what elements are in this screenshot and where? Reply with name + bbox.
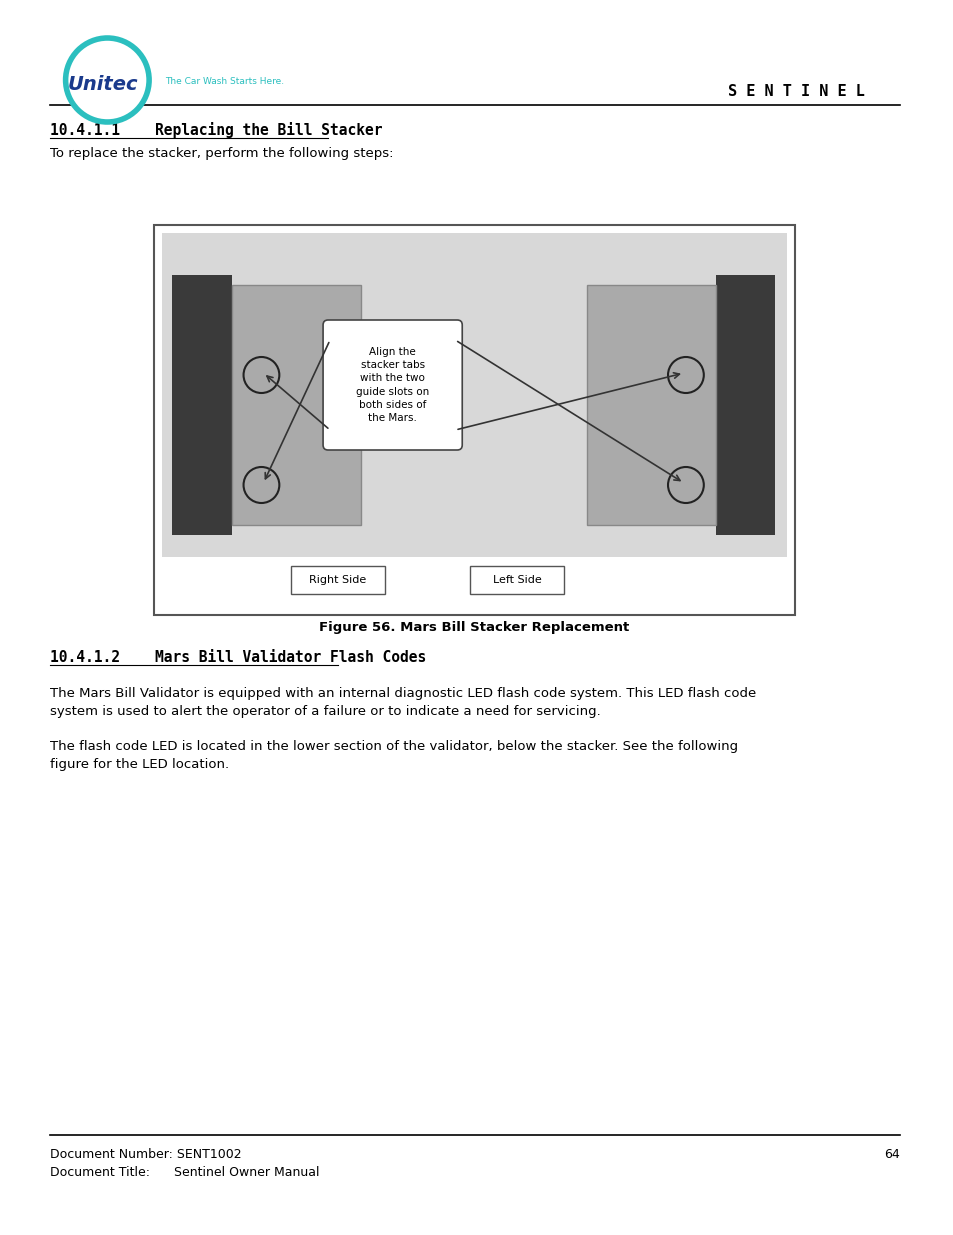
Text: The flash code LED is located in the lower section of the validator, below the s: The flash code LED is located in the low… [50, 740, 737, 771]
FancyBboxPatch shape [586, 285, 715, 525]
Text: 64: 64 [883, 1149, 899, 1161]
Text: Document Title:      Sentinel Owner Manual: Document Title: Sentinel Owner Manual [50, 1167, 319, 1179]
Text: S E N T I N E L: S E N T I N E L [727, 84, 864, 100]
Text: Document Number: SENT1002: Document Number: SENT1002 [50, 1149, 241, 1161]
Text: 10.4.1.1    Replacing the Bill Stacker: 10.4.1.1 Replacing the Bill Stacker [50, 122, 382, 138]
Text: Figure 56. Mars Bill Stacker Replacement: Figure 56. Mars Bill Stacker Replacement [318, 620, 629, 634]
FancyBboxPatch shape [172, 275, 232, 535]
Text: Align the
stacker tabs
with the two
guide slots on
both sides of
the Mars.: Align the stacker tabs with the two guid… [355, 347, 429, 424]
FancyBboxPatch shape [470, 566, 563, 594]
FancyBboxPatch shape [162, 233, 786, 557]
Text: Left Side: Left Side [492, 576, 540, 585]
Text: 10.4.1.2    Mars Bill Validator Flash Codes: 10.4.1.2 Mars Bill Validator Flash Codes [50, 650, 425, 664]
Text: The Car Wash Starts Here.: The Car Wash Starts Here. [165, 78, 284, 86]
Text: Right Side: Right Side [309, 576, 366, 585]
FancyBboxPatch shape [715, 275, 775, 535]
Text: To replace the stacker, perform the following steps:: To replace the stacker, perform the foll… [50, 147, 393, 159]
FancyBboxPatch shape [232, 285, 360, 525]
Circle shape [68, 40, 147, 120]
Text: The Mars Bill Validator is equipped with an internal diagnostic LED flash code s: The Mars Bill Validator is equipped with… [50, 687, 755, 718]
Text: Unitec: Unitec [68, 74, 138, 94]
FancyBboxPatch shape [291, 566, 384, 594]
FancyBboxPatch shape [323, 320, 462, 450]
FancyBboxPatch shape [154, 225, 795, 615]
